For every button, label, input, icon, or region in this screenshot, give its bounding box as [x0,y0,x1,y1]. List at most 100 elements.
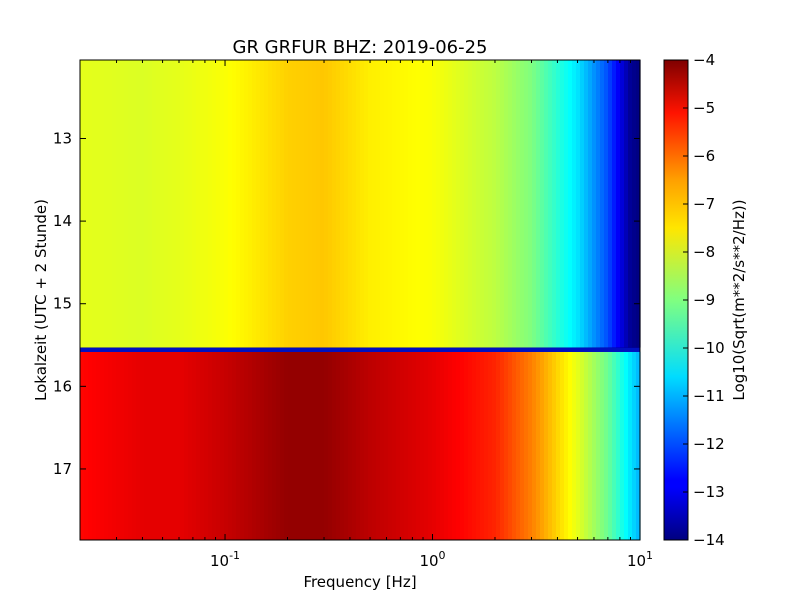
heatmap-cell [488,351,493,540]
heatmap-cell [268,60,273,348]
heatmap-cell [196,351,201,540]
heatmap-cell [596,60,601,348]
heatmap-cell [588,60,593,348]
heatmap-cell [96,60,101,348]
heatmap-cell [440,60,445,348]
heatmap-cell [604,60,609,348]
heatmap-cell [168,351,173,540]
heatmap-cell [360,60,365,348]
heatmap-cell [344,60,349,348]
heatmap-block-2 [80,351,641,540]
heatmap-cell [424,351,429,540]
heatmap-cell [580,60,585,348]
heatmap-cell [176,60,181,348]
heatmap-cell [472,60,477,348]
heatmap-cell [604,351,609,540]
heatmap-cell [248,60,253,348]
colorbar-tick-label: −5 [693,99,715,117]
heatmap-cell [80,351,85,540]
heatmap-cell [360,351,365,540]
heatmap-cell [520,60,525,348]
heatmap-cell [364,60,369,348]
heatmap-cell [596,351,601,540]
heatmap-cell [396,60,401,348]
y-tick-label: 17 [53,460,72,478]
x-axis: 10-1 100 101 [79,60,653,570]
heatmap-cell [136,60,141,348]
heatmap-cell [132,351,137,540]
heatmap-cell [384,351,389,540]
heatmap-cell [628,60,633,348]
heatmap-cell [156,60,161,348]
heatmap-cell [464,351,469,540]
heatmap-cell [92,60,97,348]
heatmap-cell [448,60,453,348]
heatmap-cell [144,351,149,540]
heatmap-cell [304,60,309,348]
heatmap-cell [536,351,541,540]
heatmap-cell [352,60,357,348]
heatmap-cell [212,351,217,540]
heatmap-cell [544,60,549,348]
heatmap-cell [632,60,637,348]
heatmap-cell [612,60,617,348]
heatmap-cell [420,60,425,348]
heatmap-cell [460,60,465,348]
heatmap-cell [584,351,589,540]
heatmap-cell [436,351,441,540]
heatmap-cell [200,60,205,348]
heatmap-cell [480,60,485,348]
heatmap-cell [548,351,553,540]
heatmap-cell [592,60,597,348]
colorbar-axis: −4 −5 −6 −7 −8 −9 −10 −11 −12 −13 −14 [683,51,725,549]
heatmap-cell [176,351,181,540]
heatmap-cell [164,60,169,348]
heatmap-cell [492,351,497,540]
heatmap-cell [252,351,257,540]
heatmap-cell [624,60,629,348]
heatmap-cell [340,60,345,348]
heatmap-cell [440,351,445,540]
heatmap-cell [116,60,121,348]
heatmap-cell [616,60,621,348]
heatmap-cell [140,60,145,348]
heatmap-cell [460,351,465,540]
heatmap-cell [220,351,225,540]
heatmap-cell [528,351,533,540]
heatmap-cell [100,351,105,540]
heatmap-cell [188,60,193,348]
heatmap-cell [480,351,485,540]
heatmap-cell [168,60,173,348]
heatmap-cell [272,60,277,348]
heatmap-cell [524,60,529,348]
heatmap-cell [428,60,433,348]
heatmap-cell [528,60,533,348]
heatmap-cell [424,60,429,348]
heatmap-cell [220,60,225,348]
heatmap-cell [616,351,621,540]
heatmap-cell [632,351,637,540]
heatmap-cell [436,60,441,348]
heatmap-cell [204,351,209,540]
colorbar-tick-label: −6 [693,147,715,165]
heatmap-cell [412,60,417,348]
heatmap-cell [380,351,385,540]
heatmap-cell [484,351,489,540]
heatmap-cell [228,351,233,540]
heatmap-cell [444,351,449,540]
heatmap-cell [400,60,405,348]
heatmap-cell [112,351,117,540]
heatmap-cell [96,351,101,540]
y-tick-label: 16 [53,377,72,395]
heatmap-cell [316,60,321,348]
heatmap-cell [576,351,581,540]
heatmap-cell [416,351,421,540]
heatmap-cell [392,60,397,348]
heatmap-cell [524,351,529,540]
heatmap-cell [580,351,585,540]
heatmap-cell [404,60,409,348]
heatmap-cell [188,351,193,540]
x-axis-label: Frequency [Hz] [303,573,416,591]
heatmap-cell [228,60,233,348]
